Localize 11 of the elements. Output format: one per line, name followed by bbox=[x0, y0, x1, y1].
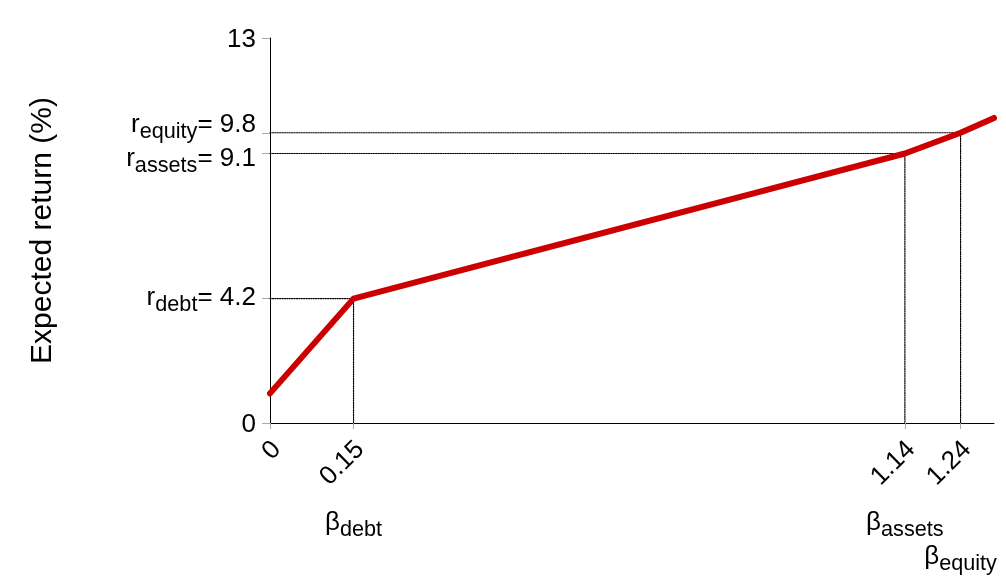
x-tick-label: 0 bbox=[254, 433, 286, 466]
x-tick-label: 0.15 bbox=[312, 433, 370, 491]
text: β$_{equity}$ bbox=[924, 540, 997, 576]
y-axis-title: Expected return (%) bbox=[23, 97, 57, 364]
y-tick-label: 0 bbox=[241, 408, 256, 438]
y-tick-label: r$_{debt}$= 4.2 bbox=[146, 280, 256, 316]
y-tick-label: r$_{assets}$= 9.1 bbox=[126, 142, 256, 178]
y-tick-label: 13 bbox=[227, 23, 256, 53]
text: β$_{assets}$ bbox=[866, 506, 944, 542]
y-tick-label: r$_{equity}$= 9.8 bbox=[130, 108, 256, 144]
text: β$_{debt}$ bbox=[324, 506, 383, 542]
